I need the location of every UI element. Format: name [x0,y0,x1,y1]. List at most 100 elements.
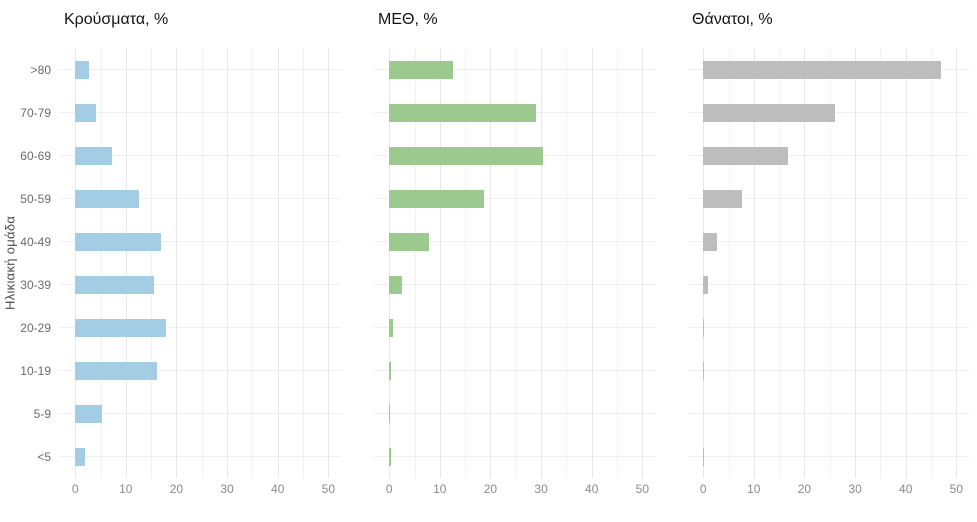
bar->80 [703,60,942,79]
gridline-minor [201,48,203,478]
row-gridline [60,284,341,285]
row-gridline [688,284,969,285]
row-gridline [374,241,655,242]
row-gridline [60,456,341,457]
bar-10-19 [75,361,157,380]
bar-50-59 [75,189,140,208]
bar-10-19 [389,361,391,380]
gridline-minor [252,48,254,478]
bar-70-79 [703,103,836,122]
bar-40-49 [75,232,161,251]
bar-20-29 [75,318,167,337]
gridline-major [176,48,178,478]
gridline-minor [151,48,153,478]
gridline-major [905,48,907,478]
gridline-major [125,48,127,478]
bar-70-79 [389,103,536,122]
gridline-major [753,48,755,478]
x-axis-deaths: 0 10 20 30 40 50 [688,482,969,498]
x-tick-label: 0 [385,482,393,496]
x-tick-label: 40 [899,482,913,496]
x-tick-label: 10 [119,482,133,496]
x-tick-label: 50 [949,482,964,496]
bar-20-29 [703,318,705,337]
bar-40-49 [389,232,430,251]
gridline-minor [414,48,416,478]
y-tick-label: 30-39 [20,277,51,292]
plot-area-icu [374,48,655,478]
y-axis-title: Ηλικιακή ομάδα [2,215,18,311]
gridline-minor [515,48,517,478]
bar-70-79 [75,103,96,122]
gridline-major [591,48,593,478]
row-gridline [60,112,341,113]
row-gridline [688,155,969,156]
bar-<5 [703,447,705,466]
bar-60-69 [389,146,544,165]
row-gridline [688,370,969,371]
panel-icu: ΜΕΘ, % 0 10 20 30 40 50 [374,0,655,522]
y-tick-label: 70-79 [20,105,51,120]
y-axis-tick-labels: >80 70-79 60-69 50-59 40-49 30-39 20-29 10-19 5-… [20,48,58,478]
gridline-major [804,48,806,478]
gridline-minor [100,48,102,478]
bar-<5 [389,447,391,466]
x-tick-label: 10 [433,482,447,496]
gridline-major [277,48,279,478]
x-axis-cases: 0 10 20 30 40 50 [60,482,341,498]
panel-title-deaths: Θάνατοι, % [692,11,773,28]
gridline-major [490,48,492,478]
gridline-minor [931,48,933,478]
bar-60-69 [75,146,113,165]
plot-area-cases [60,48,341,478]
row-gridline [374,284,655,285]
x-tick-label: 30 [534,482,548,496]
row-gridline [374,327,655,328]
gridline-major [642,48,644,478]
chart-panels: Κρούσματα, % 0 10 20 30 40 50 ΜΕΘ, % 0 10 20 30 4… [60,0,969,522]
x-tick-label: 30 [848,482,862,496]
row-gridline [60,69,341,70]
row-gridline [60,370,341,371]
bar-50-59 [389,189,484,208]
row-gridline [60,241,341,242]
y-tick-label: >80 [30,62,51,77]
y-tick-label: 20-29 [20,320,51,335]
gridline-major [227,48,229,478]
gridline-minor [728,48,730,478]
bar-30-39 [75,275,155,294]
bar->80 [389,60,454,79]
gridline-major [855,48,857,478]
row-gridline [60,155,341,156]
bar-5-9 [389,404,391,423]
row-gridline [688,413,969,414]
x-tick-label: 0 [71,482,79,496]
row-gridline [374,198,655,199]
row-gridline [688,198,969,199]
gridline-minor [303,48,305,478]
row-gridline [688,456,969,457]
gridline-major [956,48,958,478]
y-tick-label: 5-9 [33,406,51,421]
row-gridline [688,241,969,242]
x-tick-label: 10 [747,482,761,496]
x-tick-label: 20 [797,482,812,496]
row-gridline [60,198,341,199]
x-tick-label: 20 [483,482,498,496]
x-tick-label: 0 [699,482,707,496]
row-gridline [60,413,341,414]
y-tick-label: 10-19 [20,363,51,378]
y-tick-label: 60-69 [20,148,51,163]
row-gridline [374,69,655,70]
panel-title-icu: ΜΕΘ, % [378,11,438,28]
bar-50-59 [703,189,743,208]
panel-deaths: Θάνατοι, % 0 10 20 30 40 50 [688,0,969,522]
gridline-major [703,48,705,478]
row-gridline [688,327,969,328]
gridline-minor [880,48,882,478]
plot-area-deaths [688,48,969,478]
bar-<5 [75,447,85,466]
row-gridline [60,327,341,328]
x-tick-label: 20 [169,482,184,496]
